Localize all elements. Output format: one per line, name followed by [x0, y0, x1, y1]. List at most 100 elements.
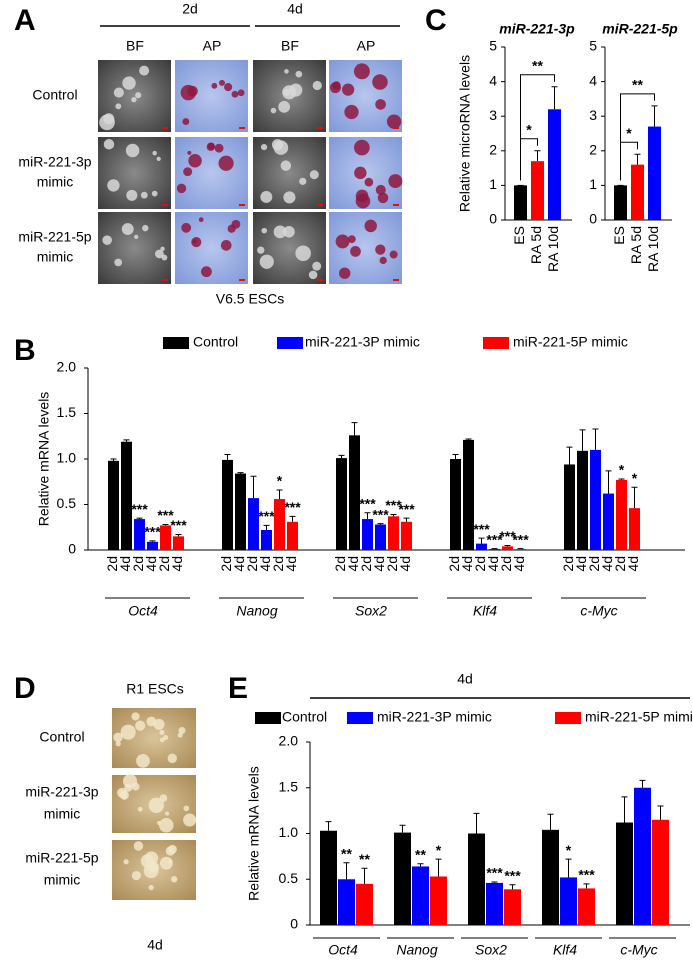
colony: [163, 735, 169, 741]
y-tick-label: 0: [290, 916, 298, 932]
y-tick-label: 2.0: [57, 359, 77, 375]
colony: [270, 107, 277, 114]
x-tick-label: 2d: [472, 556, 488, 572]
error-bar: [149, 540, 156, 542]
colony: [283, 191, 296, 204]
bar: [652, 819, 669, 925]
row-label: miR-221-5p: [18, 229, 91, 245]
x-tick-label: 4d: [231, 556, 247, 572]
error-bar: [377, 523, 384, 525]
y-tick-label: 4: [489, 72, 497, 88]
x-tick-label: 2d: [358, 556, 374, 572]
y-tick-label: 3: [589, 107, 597, 123]
y-tick-label: 1.5: [57, 404, 77, 420]
colony: [198, 217, 204, 223]
colony: [335, 234, 350, 249]
colony: [295, 245, 311, 262]
y-tick-label: 2: [489, 142, 497, 158]
significance: *: [566, 842, 572, 858]
colony: [231, 90, 239, 98]
x-tick-label: 4d: [283, 556, 299, 572]
colony: [377, 192, 389, 204]
y-tick-label: 1.0: [57, 450, 77, 466]
legend-swatch: [555, 712, 581, 724]
colony: [114, 258, 123, 267]
comparison-bracket: [520, 74, 555, 181]
significance: *: [626, 125, 632, 141]
x-tick-label: 2d: [384, 556, 400, 572]
legend-swatch: [347, 712, 373, 724]
y-axis-label: Relative microRNA levels: [457, 55, 473, 212]
colony: [156, 156, 161, 162]
colony: [260, 190, 273, 203]
bar: [463, 439, 474, 550]
error-bar: [343, 862, 350, 880]
error-bar: [162, 524, 169, 526]
colony: [188, 154, 202, 168]
colony: [115, 741, 121, 747]
bar: [147, 541, 158, 550]
x-tick-label: 2d: [244, 556, 260, 572]
colony: [187, 150, 192, 155]
colony: [182, 118, 190, 126]
bar: [430, 876, 447, 925]
colony: [134, 234, 139, 240]
column-label: AP: [203, 38, 222, 54]
colony: [375, 244, 386, 255]
category-label: Sox2: [475, 942, 507, 958]
bar: [560, 877, 577, 925]
x-tick-label: 4d: [599, 556, 615, 572]
significance: ***: [398, 501, 415, 517]
significance: *: [632, 470, 638, 486]
colony: [126, 189, 138, 201]
error-bar: [175, 534, 182, 537]
row-label: mimic: [44, 872, 81, 888]
legend-label: miR-221-5P mimic: [585, 709, 693, 725]
colony: [261, 227, 268, 234]
bar: [515, 549, 526, 550]
colony: [389, 250, 398, 259]
row-label: Control: [39, 729, 84, 745]
significance: *: [526, 122, 532, 138]
colony: [159, 817, 174, 833]
legend-swatch: [277, 337, 303, 349]
significance: ***: [385, 497, 402, 513]
chart-title: miR-221-3p: [499, 21, 575, 37]
bar: [394, 832, 411, 925]
y-tick-label: 1: [489, 176, 497, 192]
significance: ***: [473, 521, 490, 537]
error-bar: [276, 489, 283, 500]
colony: [187, 85, 198, 97]
x-tick-label: 2d: [498, 556, 514, 572]
category-label: Nanog: [396, 942, 437, 958]
legend-swatch: [255, 712, 281, 724]
colony: [347, 235, 356, 244]
error-bar: [417, 863, 424, 867]
legend-label: miR-221-3P mimic: [305, 334, 420, 350]
scale-bar: [162, 279, 168, 281]
caption: 4d: [147, 937, 163, 953]
x-tick-label: 4d: [143, 556, 159, 572]
bar: [616, 479, 627, 550]
colony: [192, 239, 197, 244]
error-bar: [325, 821, 332, 831]
error-bar: [621, 796, 628, 823]
row-label: mimic: [37, 249, 74, 265]
significance: ***: [499, 528, 516, 544]
bar: [401, 521, 412, 550]
scale-bar: [393, 279, 399, 281]
colony: [181, 222, 192, 233]
colony: [379, 256, 387, 265]
bar: [476, 543, 487, 550]
y-tick-label: 0.5: [57, 495, 77, 511]
significance: *: [277, 473, 283, 489]
bar: [634, 787, 651, 925]
colony: [231, 219, 241, 229]
colony: [220, 240, 232, 251]
bar: [160, 525, 171, 550]
category-label: Nanog: [236, 603, 277, 619]
colony: [282, 88, 291, 96]
error-bar: [509, 884, 516, 890]
error-bar: [390, 514, 397, 517]
colony: [103, 139, 115, 150]
